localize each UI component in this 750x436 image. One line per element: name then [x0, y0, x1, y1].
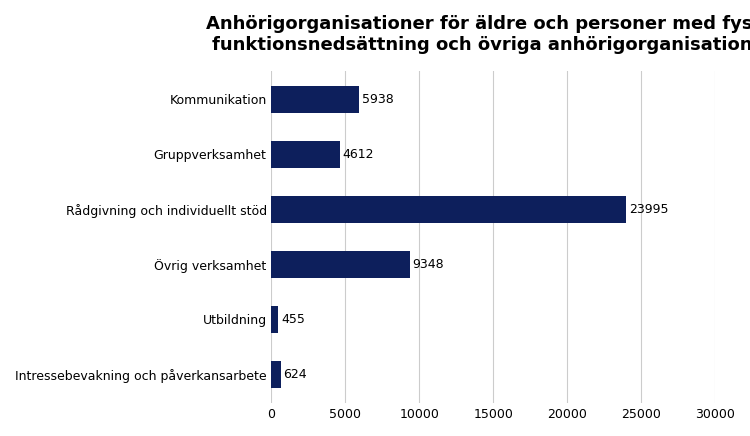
Title: Anhörigorganisationer för äldre och personer med fysisk
funktionsnedsättning och: Anhörigorganisationer för äldre och pers… — [206, 15, 750, 54]
Bar — [272, 361, 280, 388]
Bar — [272, 141, 340, 168]
Bar — [272, 306, 278, 333]
Text: 5938: 5938 — [362, 93, 394, 106]
Text: 455: 455 — [281, 313, 304, 326]
Bar — [272, 196, 626, 223]
Text: 23995: 23995 — [629, 203, 668, 216]
Text: 9348: 9348 — [413, 258, 444, 271]
Text: 624: 624 — [284, 368, 307, 381]
Text: 4612: 4612 — [342, 148, 374, 161]
Bar — [272, 251, 410, 278]
Bar — [272, 86, 359, 113]
